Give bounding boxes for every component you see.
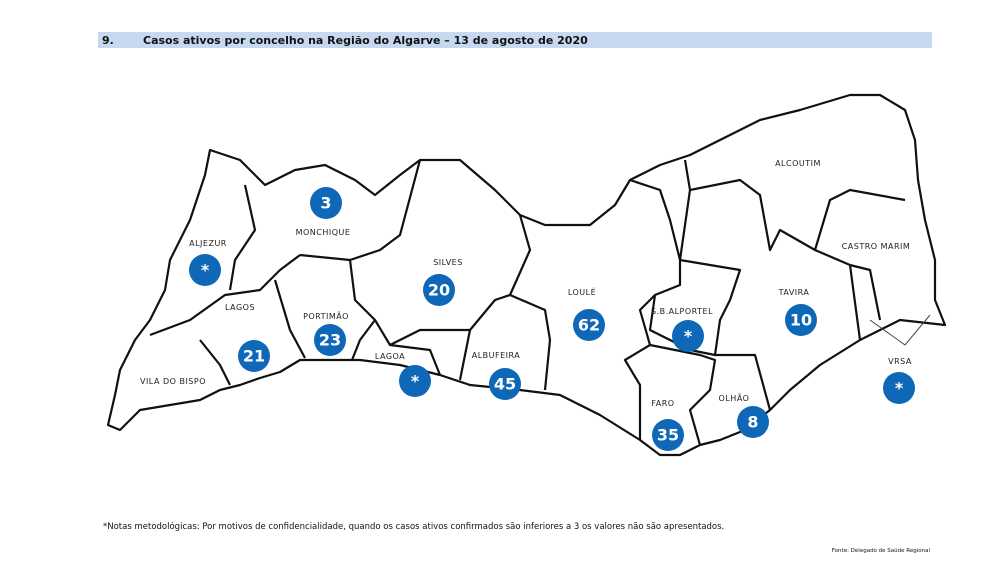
case-marker <box>883 372 915 404</box>
case-value: 10 <box>790 311 812 330</box>
region-name: VILA DO BISPO <box>140 377 206 386</box>
region-name: ALCOUTIM <box>775 159 821 168</box>
case-marker <box>652 419 684 451</box>
case-value: * <box>684 327 693 346</box>
region-name: ALJEZUR <box>189 239 227 248</box>
case-value: 45 <box>494 375 516 394</box>
region-name: PORTIMÃO <box>303 311 349 321</box>
case-value: 62 <box>578 316 600 335</box>
case-value: 23 <box>319 331 341 350</box>
case-value: 3 <box>320 194 331 213</box>
case-marker <box>489 368 521 400</box>
source: Fonte: Delegado de Saúde Regional <box>832 547 931 554</box>
title-band <box>98 32 932 48</box>
region-name: OLHÃO <box>719 393 750 403</box>
case-marker <box>785 304 817 336</box>
case-marker <box>399 365 431 397</box>
region-name: LAGOS <box>225 303 255 312</box>
case-marker <box>573 309 605 341</box>
case-value: * <box>411 372 420 391</box>
case-marker <box>314 324 346 356</box>
case-value: 8 <box>747 413 758 432</box>
case-marker <box>310 187 342 219</box>
case-value: 20 <box>428 281 450 300</box>
region-name: LOULÉ <box>568 286 596 297</box>
map-outline <box>106 93 947 457</box>
case-marker <box>189 254 221 286</box>
case-value: * <box>895 379 904 398</box>
region-name: FARO <box>651 399 674 408</box>
region-name: S.B.ALPORTEL <box>651 307 713 316</box>
note: *Notas metodológicas: Por motivos de con… <box>103 521 724 532</box>
region-name: VRSA <box>888 357 912 366</box>
header-number: 9. <box>102 34 114 47</box>
case-value: 21 <box>243 347 265 366</box>
case-value: 35 <box>657 426 679 445</box>
region-name: ALBUFEIRA <box>472 351 521 360</box>
region-name: LAGOA <box>375 352 405 361</box>
case-marker <box>737 406 769 438</box>
case-value: * <box>201 261 210 280</box>
case-marker <box>238 340 270 372</box>
case-marker <box>672 320 704 352</box>
case-marker <box>423 274 455 306</box>
region-name: MONCHIQUE <box>296 228 351 237</box>
region-name: TAVIRA <box>778 288 810 297</box>
region-name: SILVES <box>433 258 463 267</box>
region-name: CASTRO MARIM <box>842 242 911 251</box>
header-title: Casos ativos por concelho na Região do A… <box>143 34 588 47</box>
